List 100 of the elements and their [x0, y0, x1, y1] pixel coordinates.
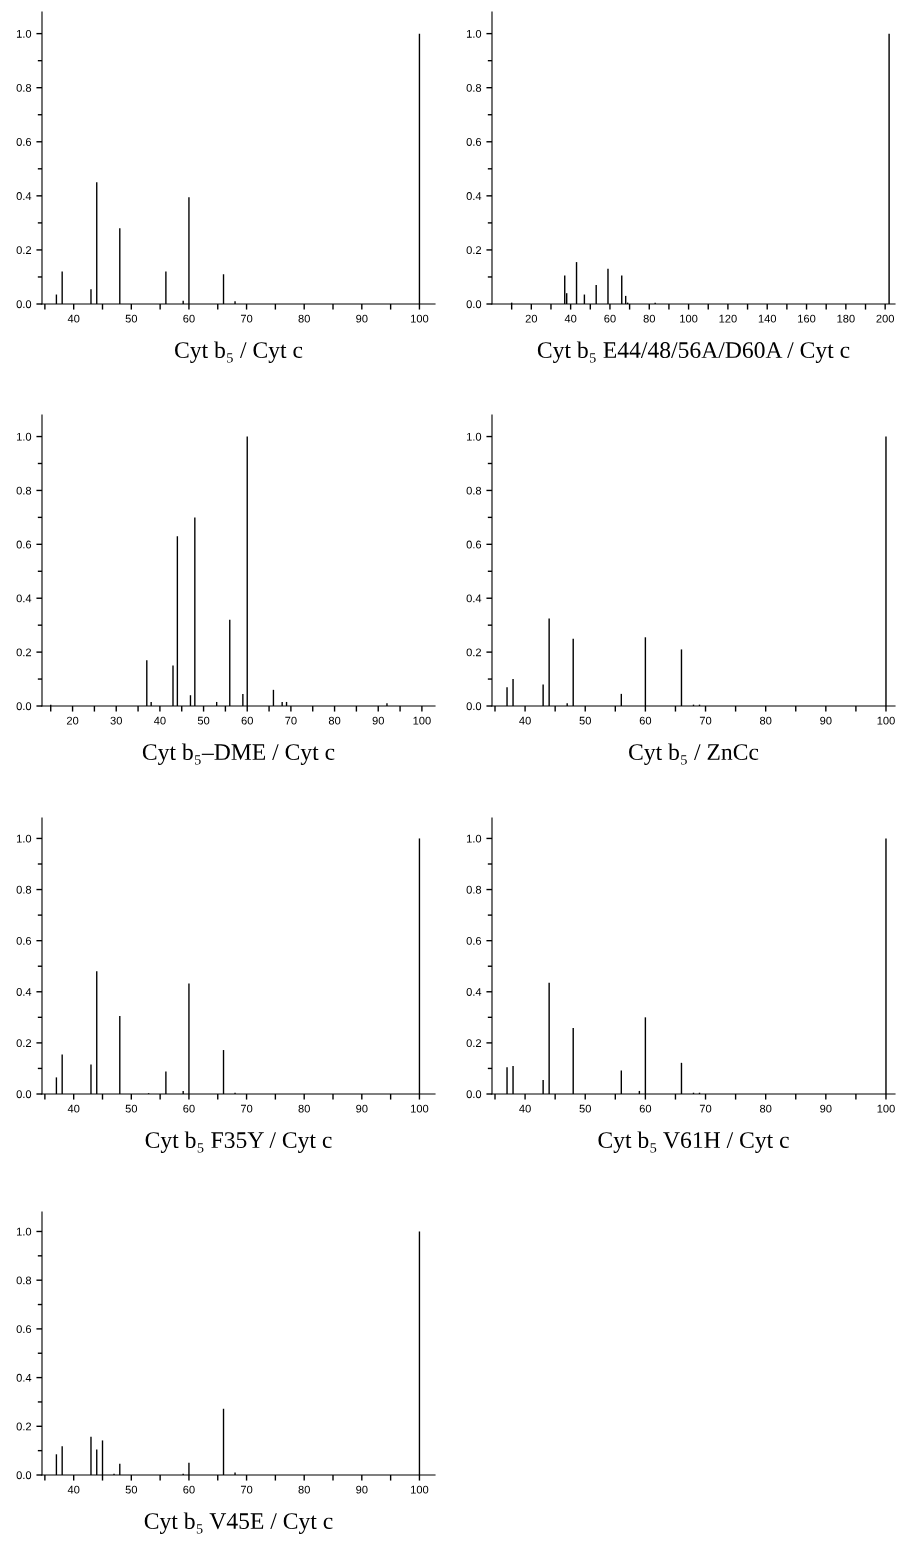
x-tick-label: 200	[876, 314, 895, 323]
y-tick-label: 0.8	[16, 83, 32, 92]
y-tick-label: 0.8	[466, 83, 482, 92]
y-tick-label: 0.2	[16, 648, 32, 657]
x-tick-label: 90	[356, 1485, 368, 1494]
x-axis-title: Cyt b₅ E44/48/56A/D60A / Cyt c	[537, 341, 850, 363]
y-tick-label: 0.0	[466, 702, 482, 711]
y-tick-label: 0.6	[466, 540, 482, 549]
x-tick-label: 20	[66, 716, 79, 725]
x-tick-label: 100	[411, 1485, 429, 1494]
y-tick-label: 0.2	[16, 1422, 32, 1431]
y-tick-label: 0.8	[16, 1276, 32, 1285]
y-tick-label: 0.2	[16, 246, 32, 255]
x-tick-label: 40	[153, 716, 166, 725]
x-tick-label: 70	[285, 716, 297, 725]
x-tick-label: 100	[877, 1104, 895, 1113]
x-axis-title: Cyt b₅ V45E / Cyt c	[144, 1512, 333, 1534]
x-tick-label: 70	[240, 314, 253, 323]
x-tick-label: 40	[67, 1485, 80, 1494]
y-tick-label: 0.0	[16, 1090, 32, 1099]
y-tick-label: 0.4	[466, 988, 482, 996]
x-tick-label: 100	[411, 314, 429, 323]
x-axis-title: Cyt b₅ / ZnCc	[629, 743, 759, 765]
y-tick-label: 1.0	[466, 432, 482, 441]
x-tick-label: 90	[820, 716, 832, 725]
y-tick-label: 0.0	[16, 300, 32, 309]
x-tick-label: 90	[356, 1104, 368, 1113]
y-tick-label: 1.0	[16, 29, 32, 38]
x-tick-label: 70	[699, 716, 712, 725]
y-tick-label: 0.6	[466, 138, 482, 146]
y-tick-label: 0.2	[466, 1039, 482, 1048]
x-tick-label: 100	[413, 716, 431, 725]
x-tick-label: 70	[240, 1104, 253, 1113]
x-tick-label: 100	[680, 314, 698, 323]
x-tick-label: 90	[372, 716, 384, 725]
x-tick-label: 60	[639, 1104, 652, 1113]
y-tick-label: 0.4	[16, 192, 32, 200]
y-tick-label: 1.0	[16, 432, 32, 441]
y-tick-label: 0.0	[466, 300, 482, 309]
x-tick-label: 140	[758, 314, 777, 323]
y-tick-label: 0.8	[16, 486, 32, 495]
x-tick-label: 60	[241, 716, 253, 725]
x-tick-label: 50	[125, 314, 138, 323]
x-tick-label: 80	[298, 1104, 310, 1113]
y-tick-label: 0.4	[16, 1373, 32, 1382]
x-tick-label: 60	[604, 314, 616, 323]
x-axis-title: Cyt b₅–DME / Cyt c	[142, 743, 335, 765]
x-tick-label: 80	[759, 1104, 772, 1113]
y-tick-label: 0.0	[16, 1471, 32, 1480]
x-tick-label: 80	[643, 314, 656, 323]
y-tick-label: 1.0	[16, 1227, 32, 1236]
y-tick-label: 0.6	[16, 138, 32, 146]
y-tick-label: 0.6	[16, 936, 32, 945]
y-tick-label: 1.0	[16, 834, 32, 843]
x-tick-label: 60	[183, 1485, 195, 1494]
y-tick-label: 0.6	[466, 936, 482, 945]
x-tick-label: 120	[719, 314, 737, 323]
x-tick-label: 70	[699, 1104, 712, 1113]
x-axis-title: Cyt b₅ F35Y / Cyt c	[145, 1131, 332, 1153]
x-tick-label: 160	[798, 314, 816, 323]
x-tick-label: 80	[298, 1485, 310, 1494]
y-tick-label: 1.0	[466, 834, 482, 843]
x-tick-label: 20	[525, 314, 538, 323]
x-tick-label: 40	[67, 1104, 80, 1113]
y-tick-label: 0.4	[16, 988, 32, 996]
x-tick-label: 30	[110, 716, 122, 725]
y-tick-label: 0.8	[466, 486, 482, 495]
x-tick-label: 60	[183, 1104, 195, 1113]
y-tick-label: 0.8	[16, 885, 32, 894]
x-axis-title: Cyt b₅ / Cyt c	[175, 341, 303, 363]
y-tick-label: 0.0	[466, 1090, 482, 1099]
x-tick-label: 80	[328, 716, 341, 725]
y-tick-label: 0.8	[466, 885, 482, 894]
x-tick-label: 100	[877, 716, 895, 725]
y-tick-label: 0.4	[466, 594, 482, 603]
y-tick-label: 0.6	[16, 1325, 32, 1334]
y-tick-label: 0.6	[16, 540, 32, 549]
y-tick-label: 0.0	[16, 702, 32, 711]
x-tick-label: 70	[240, 1485, 253, 1494]
x-tick-label: 40	[519, 1104, 531, 1113]
x-tick-label: 40	[519, 716, 531, 725]
x-axis-title: Cyt b₅ V61H / Cyt c	[598, 1131, 789, 1153]
x-tick-label: 50	[579, 1104, 591, 1113]
y-tick-label: 0.2	[16, 1039, 32, 1048]
x-tick-label: 90	[356, 314, 368, 323]
x-tick-label: 90	[820, 1104, 832, 1113]
x-tick-label: 180	[837, 314, 855, 323]
x-tick-label: 40	[67, 314, 80, 323]
x-tick-label: 50	[579, 716, 591, 725]
x-tick-label: 50	[125, 1104, 138, 1113]
y-tick-label: 0.4	[466, 192, 482, 200]
y-tick-label: 0.2	[466, 246, 482, 255]
x-tick-label: 50	[197, 716, 210, 725]
x-tick-label: 100	[411, 1104, 429, 1113]
x-tick-label: 80	[759, 716, 772, 725]
x-tick-label: 60	[183, 314, 195, 323]
x-tick-label: 40	[564, 314, 577, 323]
y-tick-label: 0.2	[466, 648, 482, 657]
y-tick-label: 1.0	[466, 29, 482, 38]
y-tick-label: 0.4	[16, 594, 32, 603]
